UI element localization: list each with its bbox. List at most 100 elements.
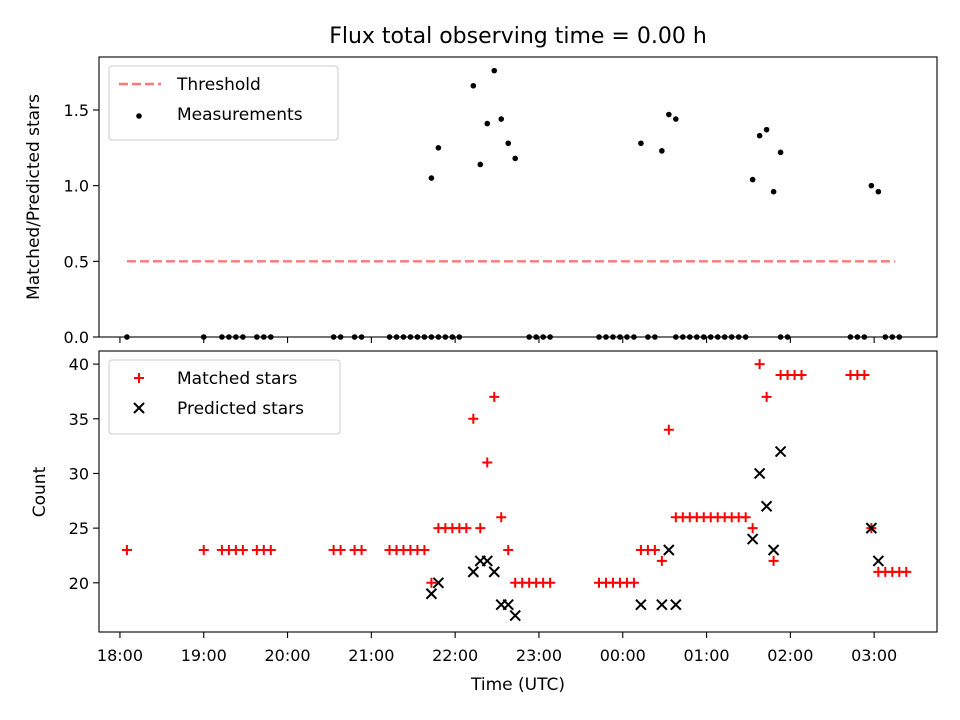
- matched-stars-point: [461, 523, 472, 534]
- predicted-stars-point: [767, 544, 780, 556]
- x-axis-label: Time (UTC): [470, 675, 565, 695]
- measurements-point: [659, 148, 665, 154]
- predicted-stars-point: [488, 566, 500, 578]
- measurements-point: [749, 176, 756, 183]
- matched-stars-point: [419, 544, 430, 555]
- predicted-stars-point: [670, 598, 682, 611]
- measurements-point: [868, 182, 875, 189]
- matched-stars-point: [503, 544, 514, 555]
- top-y-tick-label: 1.5: [64, 101, 89, 120]
- measurements-legend-handle: [136, 113, 142, 119]
- measurements-point: [435, 145, 442, 151]
- matched-stars-point: [628, 577, 639, 588]
- count-panel: Count Time (UTC) 20 25 30 35 40 18:00 19:00 20:…: [30, 350, 938, 695]
- top-legend: Threshold Measurements: [108, 65, 339, 141]
- matched-stars-point: [747, 523, 758, 534]
- bottom-y-axis-label: Count: [30, 466, 50, 517]
- measurements-point: [484, 120, 491, 127]
- matched-stars-point: [859, 370, 870, 381]
- top-axis-ticks: 0.0 0.5 1.0 1.5: [64, 101, 875, 347]
- bottom-legend: Matched stars Predicted stars: [108, 359, 341, 435]
- predicted-stars-point: [467, 566, 480, 578]
- matched-stars-point: [901, 566, 912, 577]
- predicted-stars-point: [432, 577, 445, 589]
- measurements-point: [498, 116, 505, 122]
- matched-stars-point: [761, 391, 772, 402]
- measurements-point: [673, 116, 679, 122]
- matched-stars-legend-handle: [134, 373, 144, 383]
- matched-stars-point: [121, 544, 132, 555]
- predicted-stars-point: [774, 445, 787, 458]
- top-y-tick-label: 0.0: [64, 328, 89, 347]
- matched-stars-point: [768, 555, 779, 566]
- matched-stars-point: [475, 523, 486, 534]
- predicted-stars-point: [509, 609, 521, 622]
- measurements-point: [777, 149, 784, 156]
- x-tick-label: 20:00: [264, 646, 310, 665]
- x-tick-label: 19:00: [181, 646, 227, 665]
- matched-stars-point: [356, 544, 367, 555]
- matched-stars-legend-label: Matched stars: [177, 369, 297, 389]
- measurements-point: [756, 132, 763, 139]
- measurements-point: [491, 67, 498, 74]
- predicted-stars-legend-label: Predicted stars: [177, 399, 304, 419]
- predicted-stars-point: [872, 555, 885, 567]
- predicted-stars-point: [635, 598, 647, 611]
- measurements-point: [770, 188, 777, 195]
- x-tick-label: 01:00: [683, 646, 729, 665]
- matched-stars-point: [265, 544, 276, 555]
- bottom-y-tick-label: 40: [69, 355, 89, 374]
- measurements-point: [505, 140, 512, 147]
- matched-stars-point: [489, 391, 500, 402]
- predicted-stars-point: [760, 500, 773, 512]
- matched-stars-point: [656, 555, 667, 566]
- x-tick-label: 23:00: [516, 646, 562, 665]
- predicted-stars-point: [502, 598, 514, 611]
- predicted-stars-point: [481, 555, 493, 567]
- predicted-stars-point: [865, 522, 878, 534]
- measurements-point: [763, 126, 770, 133]
- matched-stars-point: [796, 370, 807, 381]
- predicted-stars-point: [425, 588, 438, 600]
- measurements-point: [470, 82, 477, 89]
- bottom-legend-box: [108, 359, 341, 435]
- matched-stars-point: [649, 544, 660, 555]
- top-legend-box: [108, 65, 339, 141]
- matched-stars-point: [754, 359, 765, 370]
- x-tick-label: 18:00: [97, 646, 143, 665]
- matched-stars-point: [237, 544, 248, 555]
- flux-ratio-panel: Flux total observing time = 0.00 h Match…: [24, 24, 938, 347]
- x-tick-label: 22:00: [432, 646, 478, 665]
- bottom-axes-frame: [98, 350, 938, 633]
- predicted-stars-legend-handle: [133, 402, 145, 414]
- x-tick-label: 00:00: [600, 646, 646, 665]
- predicted-stars-point: [656, 598, 668, 611]
- matched-stars-point: [545, 577, 556, 588]
- bottom-y-tick-label: 35: [69, 410, 89, 429]
- measurements-point: [477, 161, 484, 168]
- measurements-point: [512, 155, 519, 162]
- top-y-tick-label: 0.5: [64, 252, 89, 271]
- measurements-point: [875, 188, 882, 195]
- top-y-axis-label: Matched/Predicted stars: [24, 94, 44, 300]
- x-tick-label: 21:00: [348, 646, 394, 665]
- threshold-legend-label: Threshold: [176, 75, 261, 95]
- measurements-point: [428, 175, 435, 181]
- matched-stars-point: [335, 544, 346, 555]
- matched-stars-point: [482, 457, 493, 468]
- predicted-stars-point: [746, 533, 759, 545]
- matched-stars-point: [496, 512, 507, 523]
- predicted-stars-point: [753, 467, 766, 480]
- matched-stars-point: [198, 544, 209, 555]
- bottom-y-tick-label: 30: [69, 464, 89, 483]
- bottom-y-tick-label: 20: [69, 574, 89, 593]
- x-tick-label: 03:00: [851, 646, 897, 665]
- bottom-y-tick-label: 25: [69, 519, 89, 538]
- x-tick-label: 02:00: [767, 646, 813, 665]
- top-y-tick-label: 1.0: [64, 177, 89, 196]
- predicted-stars-point: [663, 544, 675, 556]
- matched-stars-point: [468, 413, 479, 424]
- matched-stars-point: [740, 512, 751, 523]
- matched-stars-point: [426, 577, 437, 588]
- top-axes-frame: [98, 56, 938, 338]
